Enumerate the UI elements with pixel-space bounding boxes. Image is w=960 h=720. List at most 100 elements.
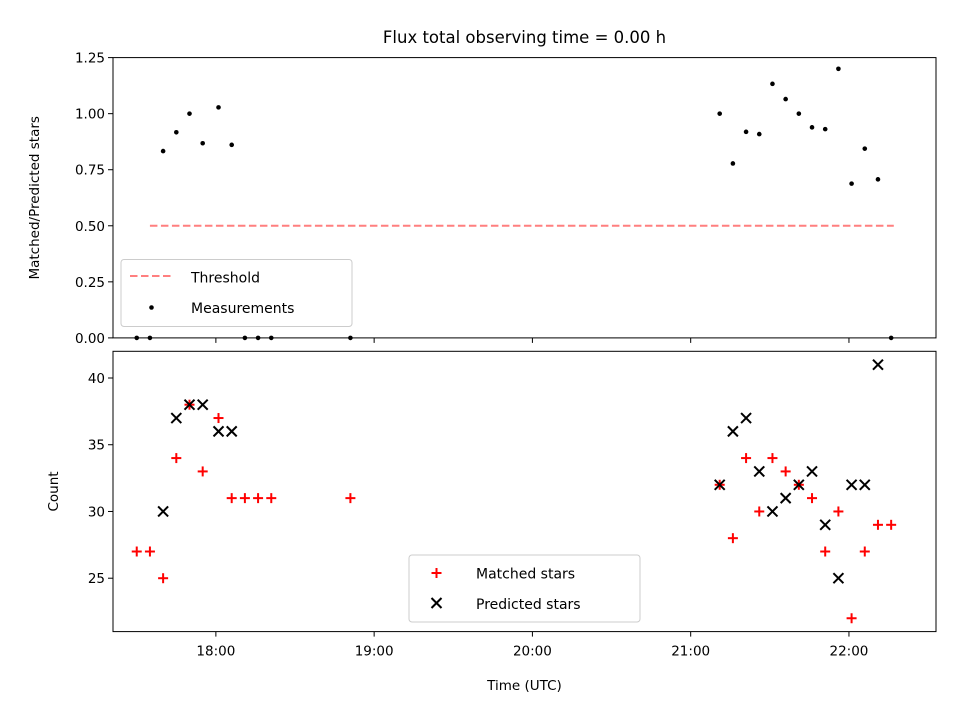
top-y-tick-label-0-50: 0.50 bbox=[75, 219, 105, 235]
measurement-point-23 bbox=[849, 181, 854, 186]
legend-measurements-label: Measurements bbox=[191, 301, 294, 317]
matched-point-16 bbox=[754, 506, 765, 517]
predicted-point-d2 bbox=[157, 505, 169, 518]
matched-point-11 bbox=[266, 493, 277, 504]
measurement-point-24 bbox=[862, 146, 868, 151]
matched-point-2 bbox=[144, 546, 155, 557]
top-y-axis-label: Matched/Predicted stars bbox=[27, 116, 43, 279]
x-tick-label-22-00: 22:00 bbox=[829, 644, 868, 660]
predicted-point-d2 bbox=[832, 572, 845, 584]
top-y-tick-label-0-00: 0.00 bbox=[75, 331, 105, 347]
matched-point-7 bbox=[213, 413, 224, 424]
predicted-point-18 bbox=[859, 479, 871, 491]
top-legend-box bbox=[120, 259, 353, 327]
measurement-point-4 bbox=[174, 129, 179, 135]
predicted-point-d2 bbox=[196, 398, 209, 411]
predicted-point-d2 bbox=[779, 492, 792, 504]
measurement-point-14 bbox=[730, 161, 736, 166]
bottom-legend: Matched stars Predicted stars bbox=[408, 554, 641, 623]
predicted-point-16 bbox=[832, 572, 845, 584]
predicted-point-d2 bbox=[793, 479, 805, 491]
measurement-point-6 bbox=[200, 140, 205, 146]
bottom-y-tick-label-35: 35 bbox=[88, 438, 105, 454]
measurement-point-22 bbox=[836, 66, 841, 72]
predicted-point-7 bbox=[713, 479, 726, 491]
measurement-point-8 bbox=[229, 142, 235, 148]
predicted-point-d2 bbox=[713, 479, 726, 491]
top-x-ticks bbox=[215, 337, 850, 343]
predicted-point-1 bbox=[157, 505, 169, 518]
top-legend: Threshold Measurements bbox=[120, 259, 353, 327]
matched-point-18 bbox=[780, 466, 791, 477]
predicted-point-d2 bbox=[872, 358, 884, 371]
measurement-point-18 bbox=[783, 96, 788, 102]
matched-point-23 bbox=[846, 613, 857, 624]
x-tick-label-19-00: 19:00 bbox=[355, 644, 394, 660]
measurement-point-19 bbox=[796, 111, 802, 116]
measurement-point-13 bbox=[717, 111, 722, 116]
predicted-point-d2 bbox=[766, 505, 779, 518]
matched-point-14 bbox=[727, 533, 738, 544]
predicted-point-d2 bbox=[170, 412, 183, 424]
measurement-point-7 bbox=[216, 105, 221, 110]
bottom-y-tick-label-30: 30 bbox=[88, 504, 105, 520]
bottom-y-ticks: 25 30 35 40 bbox=[88, 371, 113, 587]
predicted-point-12 bbox=[779, 492, 792, 504]
measurement-point-5 bbox=[187, 111, 192, 116]
legend-predicted-label: Predicted stars bbox=[476, 597, 581, 613]
matched-point-9 bbox=[239, 493, 250, 504]
matched-point-10 bbox=[253, 493, 264, 504]
matched-point-25 bbox=[872, 519, 883, 530]
matched-point-24 bbox=[859, 546, 870, 557]
legend-measurements-marker bbox=[149, 305, 154, 310]
predicted-point-10 bbox=[753, 465, 765, 478]
predicted-point-2 bbox=[170, 412, 183, 424]
measurement-point-17 bbox=[770, 81, 775, 87]
predicted-point-d2 bbox=[806, 465, 818, 478]
top-y-tick-label-0-75: 0.75 bbox=[75, 163, 105, 179]
predicted-point-4 bbox=[196, 398, 209, 411]
legend-threshold-label: Threshold bbox=[190, 271, 260, 287]
predicted-point-15 bbox=[819, 519, 831, 531]
predicted-point-d2 bbox=[845, 479, 858, 491]
matched-point-6 bbox=[197, 466, 208, 477]
measurement-point-25 bbox=[875, 177, 881, 182]
top-y-tick-label-1-00: 1.00 bbox=[75, 107, 105, 123]
matched-point-4 bbox=[171, 453, 182, 464]
top-y-tick-label-0-25: 0.25 bbox=[75, 275, 105, 291]
predicted-point-5 bbox=[212, 425, 225, 438]
bottom-y-tick-label-40: 40 bbox=[88, 371, 105, 387]
matched-point-20 bbox=[807, 493, 818, 504]
predicted-point-d2 bbox=[819, 519, 831, 531]
bottom-x-ticks: 18:00 19:00 20:00 21:00 22:00 bbox=[196, 631, 868, 660]
matched-point-3 bbox=[158, 573, 169, 584]
legend-predicted-marker bbox=[430, 597, 443, 609]
predicted-point-d2 bbox=[753, 465, 765, 478]
matched-point-1 bbox=[131, 546, 142, 557]
predicted-point-19 bbox=[872, 358, 884, 371]
top-plot: 0.00 0.25 0.50 0.75 1.00 1.25 Matched/Predict… bbox=[27, 51, 937, 347]
legend-matched-label: Matched stars bbox=[476, 567, 575, 583]
predicted-point-14 bbox=[806, 465, 818, 478]
predicted-point-3 bbox=[183, 398, 196, 411]
predicted-point-11 bbox=[766, 505, 779, 518]
predicted-point-13 bbox=[793, 479, 805, 491]
matched-point-17 bbox=[767, 453, 778, 464]
matched-point-21 bbox=[820, 546, 831, 557]
predicted-point-d2 bbox=[727, 425, 739, 438]
top-plot-content bbox=[134, 66, 894, 341]
bottom-y-tick-label-25: 25 bbox=[88, 571, 105, 587]
matched-point-26 bbox=[886, 519, 897, 530]
matched-point-22 bbox=[833, 506, 844, 517]
measurement-point-3 bbox=[160, 148, 166, 154]
matched-point-15 bbox=[741, 453, 752, 464]
predicted-point-d2 bbox=[212, 425, 225, 438]
x-tick-label-21-00: 21:00 bbox=[671, 644, 710, 660]
bottom-plot-content bbox=[131, 358, 897, 624]
predicted-point-6 bbox=[225, 425, 238, 438]
predicted-point-d2 bbox=[859, 479, 871, 491]
predicted-point-d2 bbox=[183, 398, 196, 411]
bottom-y-axis-label: Count bbox=[46, 471, 62, 511]
predicted-point-d2 bbox=[225, 425, 238, 438]
